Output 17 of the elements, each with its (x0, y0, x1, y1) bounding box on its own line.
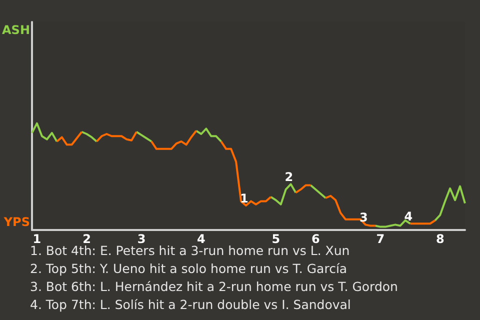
x-tick-label: 6 (312, 232, 320, 246)
x-tick-label: 4 (197, 232, 206, 246)
text: 4. Top 7th: L. Solís hit a 2-run double vs I. Sandoval (30, 297, 351, 312)
text: 1. Bot 4th: E. Peters hit a 3-run home run vs L. Xun (30, 243, 350, 258)
text: YPS (2, 215, 30, 229)
x-tick-label: 2 (82, 232, 91, 246)
text: 3. Bot 6th: L. Hernández hit a 2-run home run vs T. Gordon (30, 279, 398, 294)
x-tick-label: 3 (137, 232, 146, 246)
x-tick-label: 5 (272, 232, 280, 246)
x-tick-label: 1 (32, 232, 42, 246)
annotation: 4 (404, 210, 413, 224)
annotation: 2 (284, 170, 294, 184)
text: 2. Top 5th: Y. Ueno hit a solo home run vs T. García (30, 261, 348, 276)
text: ASH (2, 23, 30, 37)
annotation: 3 (359, 210, 368, 225)
x-tick-label: 8 (436, 232, 444, 246)
x-tick-label: 7 (376, 232, 385, 246)
